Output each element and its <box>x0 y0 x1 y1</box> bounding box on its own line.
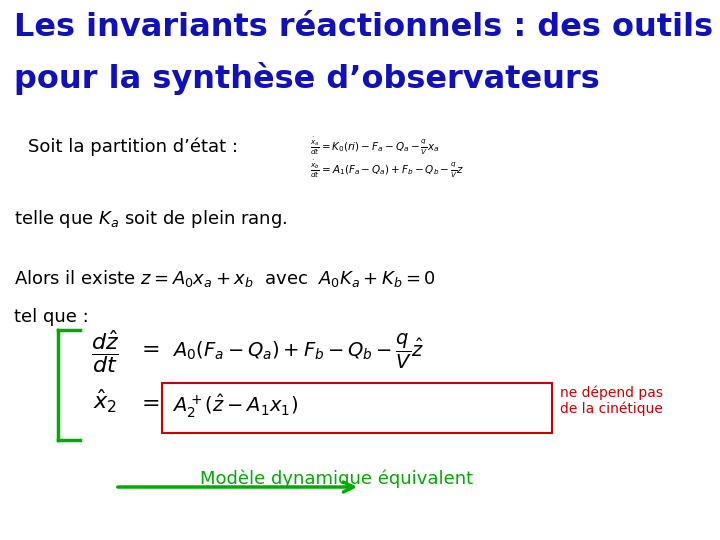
Text: $\dfrac{d\hat{z}}{dt}$: $\dfrac{d\hat{z}}{dt}$ <box>91 328 119 375</box>
Text: $=$: $=$ <box>137 392 159 412</box>
Text: $A_0(F_a - Q_a) + F_b - Q_b - \dfrac{q}{V}\hat{z}$: $A_0(F_a - Q_a) + F_b - Q_b - \dfrac{q}{… <box>172 332 424 371</box>
Text: $=$: $=$ <box>137 338 159 358</box>
Text: Soit la partition d’état :: Soit la partition d’état : <box>28 138 238 157</box>
Bar <box>162 383 552 433</box>
Text: pour la synthèse d’observateurs: pour la synthèse d’observateurs <box>14 62 600 95</box>
Text: $\hat{x}_2$: $\hat{x}_2$ <box>93 388 117 415</box>
Text: telle que $K_a$ soit de plein rang.: telle que $K_a$ soit de plein rang. <box>14 208 287 230</box>
Text: $\frac{\dot{x}_b}{dt} = A_1(F_a - Q_a) + F_b - Q_b - \frac{q}{V}z$: $\frac{\dot{x}_b}{dt} = A_1(F_a - Q_a) +… <box>310 158 464 180</box>
Text: $\frac{\dot{x}_a}{dt} = K_0(ri) - F_a - Q_a - \frac{q}{V}x_a$: $\frac{\dot{x}_a}{dt} = K_0(ri) - F_a - … <box>310 135 439 157</box>
Text: tel que :: tel que : <box>14 308 89 326</box>
Text: Alors il existe $z = A_0 x_a + x_b$  avec  $A_0 K_a + K_b = 0$: Alors il existe $z = A_0 x_a + x_b$ avec… <box>14 268 436 289</box>
Text: Modèle dynamique équivalent: Modèle dynamique équivalent <box>200 470 473 489</box>
Text: Les invariants réactionnels : des outils: Les invariants réactionnels : des outils <box>14 12 713 43</box>
Text: ne dépend pas
de la cinétique: ne dépend pas de la cinétique <box>560 385 663 416</box>
Text: $A_2^+(\hat{z} - A_1 x_1)$: $A_2^+(\hat{z} - A_1 x_1)$ <box>172 393 298 421</box>
